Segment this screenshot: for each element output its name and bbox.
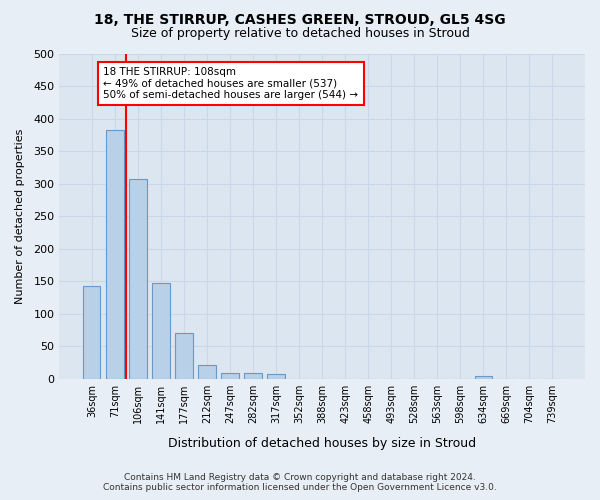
Text: 18 THE STIRRUP: 108sqm
← 49% of detached houses are smaller (537)
50% of semi-de: 18 THE STIRRUP: 108sqm ← 49% of detached… [103, 67, 358, 100]
Bar [83, 286, 100, 379]
Bar [129, 180, 146, 379]
Bar [199, 364, 215, 379]
Bar [175, 334, 193, 379]
Bar [221, 373, 239, 379]
X-axis label: Distribution of detached houses by size in Stroud: Distribution of detached houses by size … [168, 437, 476, 450]
Bar [152, 282, 170, 379]
Text: 18, THE STIRRUP, CASHES GREEN, STROUD, GL5 4SG: 18, THE STIRRUP, CASHES GREEN, STROUD, G… [94, 12, 506, 26]
Y-axis label: Number of detached properties: Number of detached properties [15, 128, 25, 304]
Bar [475, 376, 492, 379]
Bar [244, 373, 262, 379]
Text: Contains HM Land Registry data © Crown copyright and database right 2024.
Contai: Contains HM Land Registry data © Crown c… [103, 473, 497, 492]
Bar [106, 130, 124, 379]
Bar [268, 374, 285, 379]
Text: Size of property relative to detached houses in Stroud: Size of property relative to detached ho… [131, 28, 469, 40]
